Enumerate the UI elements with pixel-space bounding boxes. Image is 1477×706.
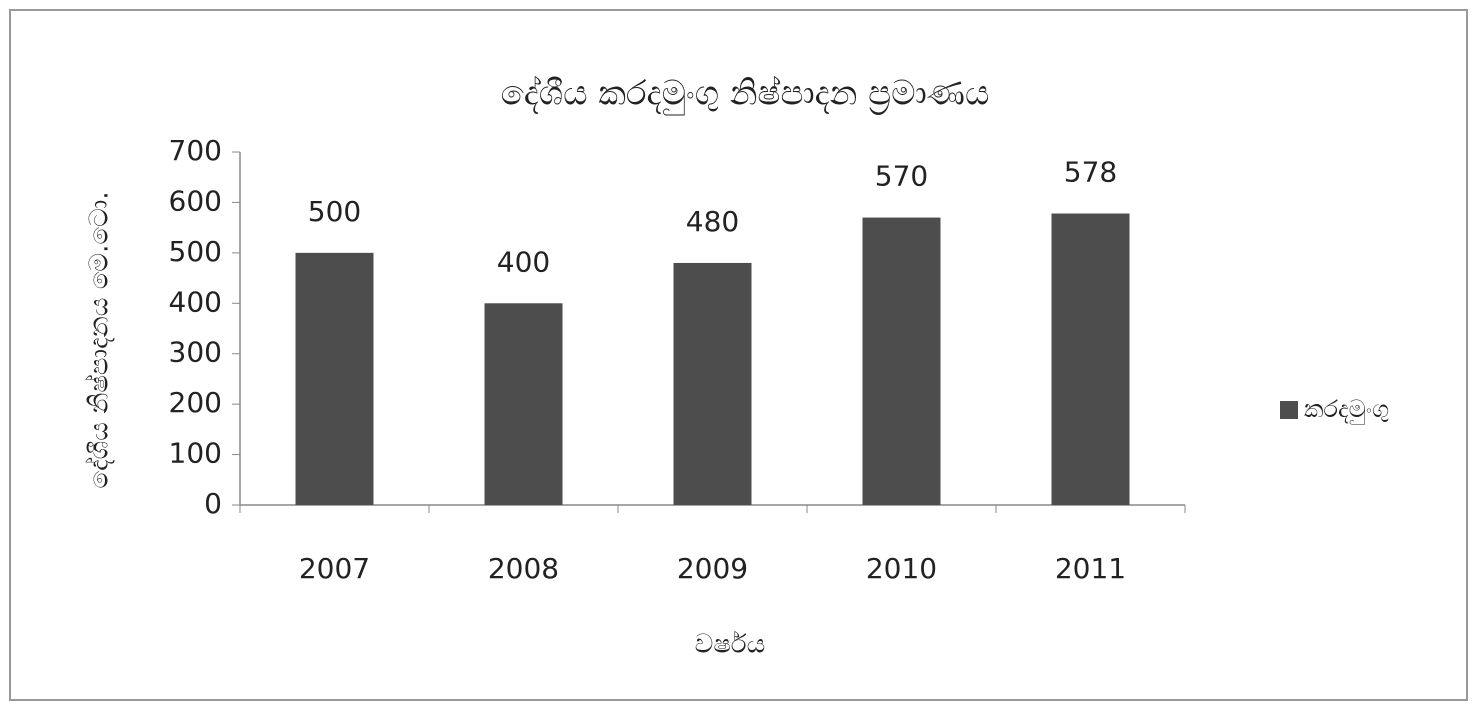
data-label: 480: [686, 205, 739, 238]
y-tick-label: 0: [204, 487, 222, 520]
y-tick-label: 600: [169, 184, 222, 217]
y-axis-label: දේශීය නිෂ්පාදනය මෙ.ටො.: [85, 191, 115, 488]
y-tick-label: 700: [169, 134, 222, 167]
bar: [1051, 213, 1130, 505]
x-axis-label: වර්ෂය: [695, 630, 766, 660]
data-label: 578: [1064, 156, 1117, 189]
bar: [484, 303, 563, 505]
y-tick-label: 500: [169, 235, 222, 268]
y-tick-label: 300: [169, 336, 222, 369]
x-tick-label: 2007: [299, 552, 370, 585]
legend-swatch: [1280, 401, 1298, 419]
x-tick-label: 2010: [866, 552, 937, 585]
data-label: 500: [308, 195, 361, 228]
x-tick-label: 2011: [1055, 552, 1126, 585]
bar: [673, 262, 752, 505]
bar: [862, 217, 941, 506]
legend-label: කරදමුංගු: [1304, 395, 1389, 424]
chart-title: දේශීය කරදමුංගු නිෂ්පාදන ප්‍රමාණය: [501, 74, 990, 116]
y-tick-label: 400: [169, 285, 222, 318]
x-tick-label: 2009: [677, 552, 748, 585]
data-label: 400: [497, 245, 550, 278]
y-tick-label: 200: [169, 386, 222, 419]
x-tick-label: 2008: [488, 552, 559, 585]
y-tick-label: 100: [169, 437, 222, 470]
data-label: 570: [875, 160, 928, 193]
bar: [295, 252, 374, 505]
